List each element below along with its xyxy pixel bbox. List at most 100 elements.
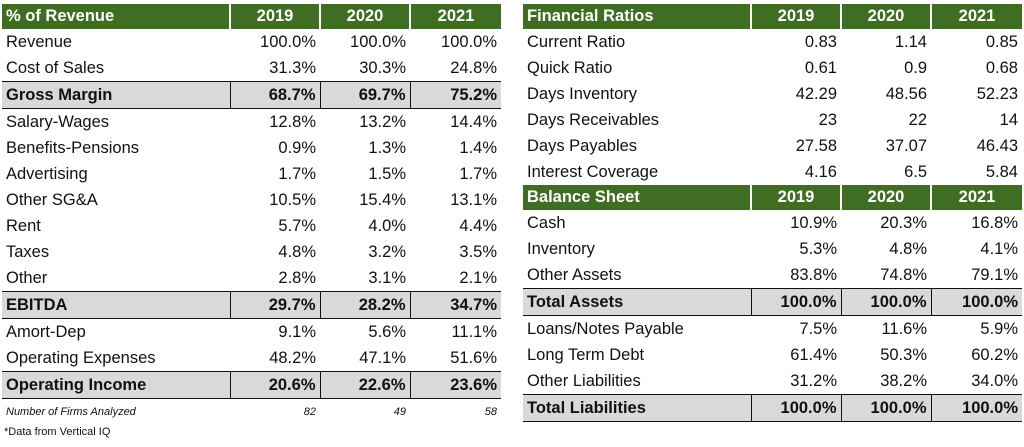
row-total-liabilities-value: 100.0% — [840, 394, 931, 422]
row-long-term-debt: Long Term Debt 61.4% 50.3% 60.2% — [523, 342, 1022, 368]
balance-header-year: 2019 — [750, 185, 841, 210]
row-benefits-pensions-value: 0.9% — [278, 139, 316, 157]
row-taxes-value: 3.5% — [459, 243, 497, 261]
row-days-payables: Days Payables 27.58 37.07 46.43 — [523, 133, 1022, 159]
row-amort-dep: Amort-Dep 9.1% 5.6% 11.1% — [2, 319, 501, 346]
row-advertising-value: 1.7% — [278, 165, 316, 183]
row-gross-margin-value: 75.2% — [409, 81, 501, 109]
row-long-term-debt-value: 60.2% — [971, 346, 1018, 364]
row-days-payables-value: 37.07 — [885, 137, 927, 155]
row-loans-notes-payable-label: Loans/Notes Payable — [527, 320, 684, 338]
row-inventory-label: Inventory — [527, 240, 595, 258]
row-other-liabilities-value: 38.2% — [880, 372, 927, 390]
row-taxes-value: 3.2% — [368, 243, 406, 261]
row-salary-wages-label: Salary-Wages — [6, 113, 110, 131]
row-days-inventory-value: 42.29 — [795, 85, 837, 103]
row-ebitda-value: 29.7% — [229, 291, 320, 319]
ratios-header: Financial Ratios 2019 2020 2021 — [523, 4, 1022, 29]
row-gross-margin-value: 69.7% — [319, 81, 410, 109]
row-firms-analyzed-label: Number of Firms Analyzed — [6, 406, 136, 418]
row-revenue: Revenue 100.0% 100.0% 100.0% — [2, 29, 501, 55]
row-inventory-value: 4.1% — [980, 240, 1018, 258]
revenue-header-year: 2020 — [319, 4, 410, 29]
row-advertising-label: Advertising — [6, 165, 88, 183]
row-gross-margin-value: 68.7% — [229, 81, 320, 109]
row-total-assets-value: 100.0% — [750, 288, 841, 316]
row-other-value: 2.1% — [459, 269, 497, 287]
row-operating-income-value: 20.6% — [229, 371, 320, 399]
revenue-table: % of Revenue 2019 2020 2021 Revenue 100.0% 100… — [2, 4, 501, 425]
row-revenue-value: 100.0% — [441, 33, 497, 51]
row-ebitda: EBITDA 29.7% 28.2% 34.7% — [2, 291, 501, 319]
row-rent-label: Rent — [6, 217, 41, 235]
revenue-header-year: 2019 — [229, 4, 320, 29]
row-inventory-value: 5.3% — [799, 240, 837, 258]
row-current-ratio-label: Current Ratio — [527, 33, 626, 51]
row-days-receivables-value: 14 — [999, 111, 1018, 129]
row-benefits-pensions-value: 1.4% — [459, 139, 497, 157]
row-operating-expenses-value: 48.2% — [269, 349, 316, 367]
row-taxes-value: 4.8% — [278, 243, 316, 261]
row-current-ratio: Current Ratio 0.83 1.14 0.85 — [523, 29, 1022, 55]
row-other-sg-a: Other SG&A 10.5% 15.4% 13.1% — [2, 187, 501, 213]
row-other-value: 2.8% — [278, 269, 316, 287]
row-days-inventory: Days Inventory 42.29 48.56 52.23 — [523, 81, 1022, 107]
row-cash-label: Cash — [527, 214, 566, 232]
row-taxes-label: Taxes — [6, 243, 50, 261]
row-days-payables-value: 46.43 — [976, 137, 1018, 155]
row-quick-ratio-value: 0.61 — [804, 59, 837, 77]
row-operating-expenses: Operating Expenses 48.2% 47.1% 51.6% — [2, 345, 501, 372]
row-current-ratio-value: 0.85 — [985, 33, 1018, 51]
row-salary-wages-value: 14.4% — [450, 113, 497, 131]
row-inventory-value: 4.8% — [889, 240, 927, 258]
row-operating-income-value: 23.6% — [409, 371, 501, 399]
row-benefits-pensions: Benefits-Pensions 0.9% 1.3% 1.4% — [2, 135, 501, 161]
row-current-ratio-value: 1.14 — [894, 33, 927, 51]
row-long-term-debt-label: Long Term Debt — [527, 346, 645, 364]
row-taxes: Taxes 4.8% 3.2% 3.5% — [2, 239, 501, 265]
row-other-liabilities-value: 31.2% — [790, 372, 837, 390]
row-gross-margin: Gross Margin 68.7% 69.7% 75.2% — [2, 81, 501, 109]
row-other-liabilities-value: 34.0% — [971, 372, 1018, 390]
row-inventory: Inventory 5.3% 4.8% 4.1% — [523, 236, 1022, 262]
row-total-liabilities-value: 100.0% — [930, 394, 1022, 422]
ratios-header-year: 2021 — [930, 4, 1022, 29]
row-benefits-pensions-label: Benefits-Pensions — [6, 139, 139, 157]
row-days-inventory-value: 52.23 — [976, 85, 1018, 103]
row-rent-value: 4.0% — [368, 217, 406, 235]
row-other-assets-value: 79.1% — [971, 266, 1018, 284]
row-amort-dep-value: 11.1% — [451, 323, 497, 341]
row-amort-dep-value: 5.6% — [368, 323, 406, 341]
ratios-balance-table: Financial Ratios 2019 2020 2021 Current Rati… — [523, 4, 1022, 422]
row-revenue-value: 100.0% — [350, 33, 406, 51]
row-other-sg-a-value: 10.5% — [269, 191, 316, 209]
row-cash-value: 10.9% — [790, 214, 837, 232]
revenue-header-title: % of Revenue — [2, 4, 230, 29]
row-ebitda-value: 34.7% — [409, 291, 501, 319]
balance-header-year: 2021 — [930, 185, 1022, 210]
revenue-header-year: 2021 — [409, 4, 501, 29]
row-total-assets-value: 100.0% — [930, 288, 1022, 316]
row-interest-coverage-value: 5.84 — [985, 163, 1018, 181]
row-other-assets-value: 74.8% — [880, 266, 927, 284]
row-quick-ratio-value: 0.68 — [985, 59, 1018, 77]
row-other-label: Other — [6, 269, 48, 287]
row-amort-dep-label: Amort-Dep — [6, 323, 86, 341]
row-rent: Rent 5.7% 4.0% 4.4% — [2, 213, 501, 239]
row-cost-of-sales-label: Cost of Sales — [6, 59, 105, 77]
row-days-payables-label: Days Payables — [527, 137, 638, 155]
row-current-ratio-value: 0.83 — [804, 33, 837, 51]
row-interest-coverage-value: 4.16 — [804, 163, 837, 181]
row-interest-coverage-label: Interest Coverage — [527, 163, 659, 181]
row-long-term-debt-value: 61.4% — [790, 346, 837, 364]
row-other-value: 3.1% — [368, 269, 406, 287]
row-cost-of-sales: Cost of Sales 31.3% 30.3% 24.8% — [2, 55, 501, 82]
row-operating-expenses-value: 47.1% — [359, 349, 406, 367]
row-operating-income-label: Operating Income — [2, 371, 230, 399]
row-cost-of-sales-value: 24.8% — [450, 59, 497, 77]
row-total-assets: Total Assets 100.0% 100.0% 100.0% — [523, 288, 1022, 316]
row-rent-value: 5.7% — [278, 217, 316, 235]
row-total-liabilities: Total Liabilities 100.0% 100.0% 100.0% — [523, 394, 1022, 422]
row-other: Other 2.8% 3.1% 2.1% — [2, 265, 501, 292]
row-days-receivables-label: Days Receivables — [527, 111, 660, 129]
